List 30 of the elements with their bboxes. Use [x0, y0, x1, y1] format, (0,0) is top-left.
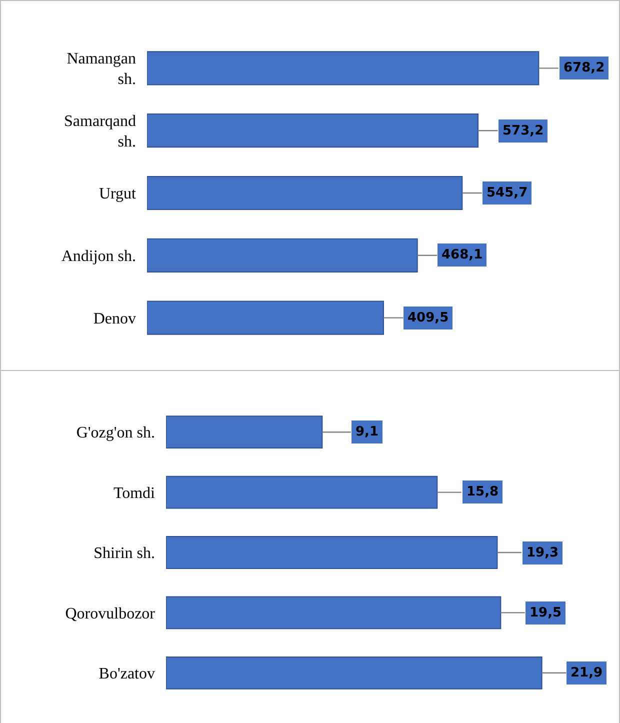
bar: [166, 596, 502, 630]
data-label: 545,7: [486, 186, 528, 200]
bar: [147, 300, 384, 335]
y-tick-label: Tomdi: [113, 484, 156, 502]
y-tick-label: Denov: [93, 310, 136, 328]
y-tick-label: Bo'zatov: [98, 666, 155, 682]
bar: [166, 656, 542, 690]
y-tick-label: Namangan sh.: [66, 50, 136, 88]
data-label: 19,3: [526, 546, 559, 560]
y-tick-label: Samarqand sh.: [64, 112, 136, 151]
data-label: 409,5: [408, 310, 449, 326]
data-label: 573,2: [502, 124, 544, 138]
data-label: 678,2: [564, 60, 605, 76]
y-tick-label: Andijon sh.: [61, 248, 136, 265]
y-tick-label: G'ozg'on sh.: [76, 424, 155, 442]
bar: [147, 176, 463, 210]
bar: [147, 51, 540, 86]
data-label: 21,9: [570, 666, 603, 680]
bar: [166, 476, 438, 509]
bar: [147, 238, 418, 272]
y-tick-label: Urgut: [98, 186, 137, 203]
y-tick-label: Shirin sh.: [94, 545, 155, 562]
bar: [166, 536, 498, 569]
bar: [166, 416, 323, 449]
data-label: 19,5: [530, 606, 562, 620]
bar: [147, 114, 479, 148]
data-label: 9,1: [356, 424, 379, 440]
data-label: 15,8: [466, 484, 499, 500]
y-tick-label: Qorovulbozor: [65, 605, 156, 622]
data-label: 468,1: [442, 248, 483, 262]
